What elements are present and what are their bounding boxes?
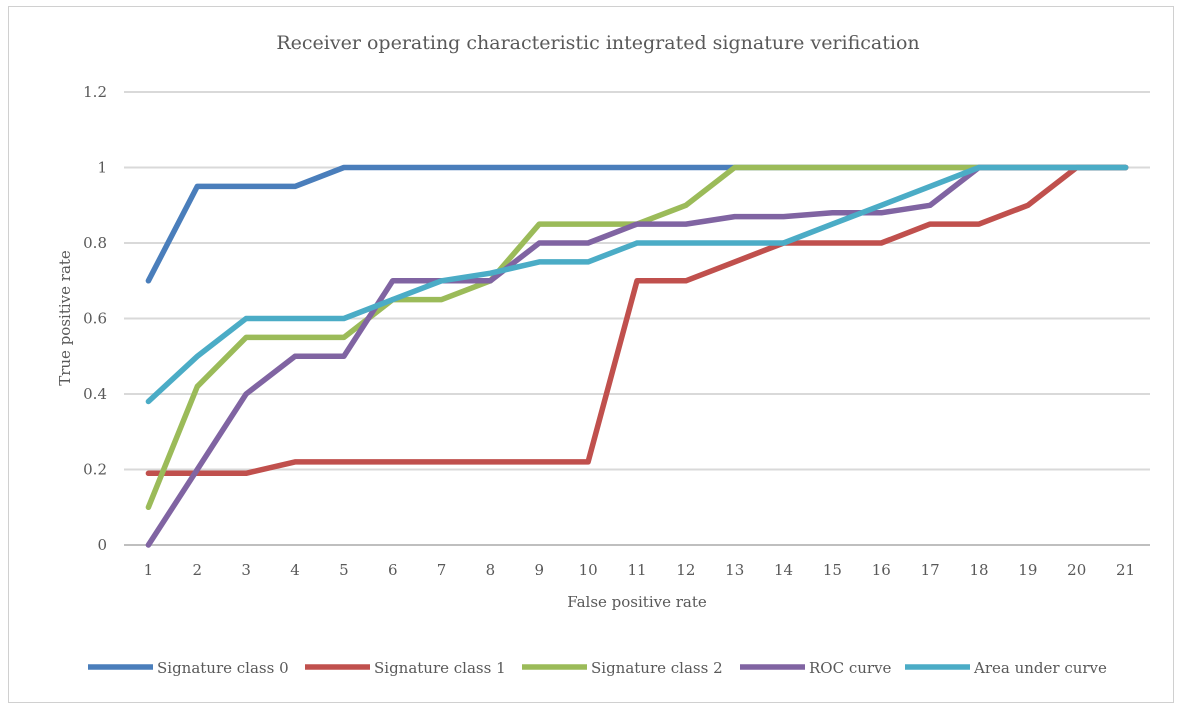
y-tick-label: 0	[97, 536, 107, 554]
series-line-signature-class-1	[145, 164, 1129, 477]
y-tick-label: 0.8	[83, 234, 107, 252]
x-tick-label: 5	[339, 561, 349, 579]
legend-item: Signature class 0	[88, 659, 289, 677]
legend-label: Signature class 0	[157, 659, 289, 677]
x-tick-label: 14	[774, 561, 793, 579]
series-line-area-under-curve	[145, 164, 1129, 405]
legend-item: Signature class 1	[305, 659, 506, 677]
x-tick-label: 2	[193, 561, 203, 579]
x-tick-label: 16	[872, 561, 891, 579]
y-tick-label: 1	[97, 159, 107, 177]
x-tick-label: 7	[437, 561, 447, 579]
x-tick-label: 19	[1018, 561, 1037, 579]
x-tick-label: 1	[144, 561, 154, 579]
series-lines	[145, 164, 1129, 548]
legend-item: Signature class 2	[522, 659, 723, 677]
x-tick-label: 17	[921, 561, 940, 579]
y-axis-title: True positive rate	[56, 250, 74, 386]
legend-label: Signature class 1	[374, 659, 506, 677]
series-line-signature-class-2	[145, 164, 1129, 511]
x-tick-label: 4	[290, 561, 300, 579]
y-tick-label: 0.6	[83, 310, 107, 328]
x-tick-label: 18	[969, 561, 988, 579]
legend-label: Area under curve	[973, 659, 1107, 677]
x-tick-label: 3	[241, 561, 251, 579]
legend-item: Area under curve	[905, 659, 1107, 677]
y-axis-ticks: 0 0.2 0.4 0.6 0.8 1 1.2	[83, 83, 107, 554]
legend: Signature class 0 Signature class 1 Signat…	[88, 659, 1107, 677]
legend-label: Signature class 2	[591, 659, 723, 677]
x-tick-label: 21	[1116, 561, 1135, 579]
x-tick-label: 12	[676, 561, 695, 579]
y-tick-label: 0.4	[83, 385, 107, 403]
x-axis-ticks: 1 2 3 4 5 6 7 8 9 10 11 12 13 14 15 16 17 18 19 20 21	[144, 561, 1135, 579]
x-tick-label: 15	[823, 561, 842, 579]
x-tick-label: 10	[579, 561, 598, 579]
x-tick-label: 20	[1067, 561, 1086, 579]
x-tick-label: 8	[486, 561, 496, 579]
y-tick-label: 1.2	[83, 83, 107, 101]
x-tick-label: 6	[388, 561, 398, 579]
x-tick-label: 13	[725, 561, 744, 579]
series-line-roc-curve	[145, 164, 1129, 548]
x-axis-title: False positive rate	[567, 593, 707, 611]
legend-item: ROC curve	[740, 659, 892, 677]
x-tick-label: 11	[627, 561, 646, 579]
chart-title: Receiver operating characteristic integr…	[276, 32, 919, 54]
legend-label: ROC curve	[809, 659, 892, 677]
x-tick-label: 9	[535, 561, 545, 579]
y-tick-label: 0.2	[83, 461, 107, 479]
